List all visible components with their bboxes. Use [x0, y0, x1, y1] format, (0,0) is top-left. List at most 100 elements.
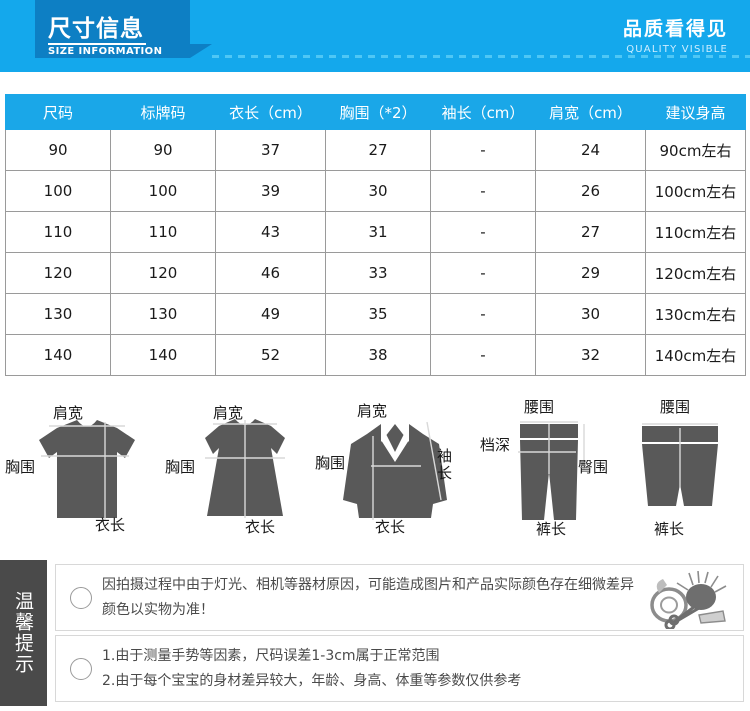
notice-measure-line1: 1.由于测量手势等因素，尺码误差1-3cm属于正常范围 [102, 648, 440, 664]
shorts-icon [642, 423, 718, 506]
dress-length-label: 衣长 [245, 518, 276, 536]
table-header-row: 尺码 标牌码 衣长（cm） 胸围（*2） 袖长（cm） 肩宽（cm） 建议身高 [5, 94, 746, 130]
notice-color-line2: 颜色以实物为准！ [102, 601, 214, 618]
garment-jacket: 肩宽 胸围 袖长 衣长 [315, 378, 480, 558]
column-header-bust: 胸围（*2） [325, 94, 431, 130]
cell-height: 130cm左右 [645, 293, 746, 335]
cell-bust: 31 [325, 211, 431, 253]
garment-dress: 肩宽 胸围 衣长 [165, 378, 315, 558]
banner-tagline-en: QUALITY VISIBLE [626, 44, 728, 55]
cell-shoulder: 30 [535, 293, 646, 335]
banner-title-en: SIZE INFORMATION [48, 46, 163, 57]
cell-shoulder: 27 [535, 211, 646, 253]
pants-hip-label: 臀围 [578, 458, 609, 476]
banner-title-underline [48, 43, 146, 45]
cell-bust: 33 [325, 252, 431, 294]
cell-tag-size: 110 [110, 211, 216, 253]
cell-tag-size: 130 [110, 293, 216, 335]
cell-shoulder: 24 [535, 129, 646, 171]
cell-shoulder: 32 [535, 334, 646, 376]
column-header-tag-size: 标牌码 [110, 94, 216, 130]
notice-color-text: 因拍摄过程中由于灯光、相机等器材原因，可能造成图片和产品实际颜色存在细微差异 颜… [102, 573, 634, 622]
table-row: 100 100 39 30 - 26 100cm左右 [5, 170, 746, 212]
garment-pants: 腰围 档深 臀围 裤长 [480, 378, 620, 558]
cell-height: 110cm左右 [645, 211, 746, 253]
cell-height: 90cm左右 [645, 129, 746, 171]
cell-tag-size: 120 [110, 252, 216, 294]
column-header-length: 衣长（cm） [215, 94, 326, 130]
dress-icon [205, 419, 285, 518]
cell-length: 43 [215, 211, 326, 253]
column-header-sleeve: 袖长（cm） [430, 94, 536, 130]
banner-ribbon [35, 0, 190, 58]
cell-sleeve: - [430, 334, 536, 376]
cell-height: 120cm左右 [645, 252, 746, 294]
cell-length: 52 [215, 334, 326, 376]
cell-size: 90 [5, 129, 111, 171]
shorts-length-label: 裤长 [654, 520, 685, 538]
cell-sleeve: - [430, 129, 536, 171]
table-row: 90 90 37 27 - 24 90cm左右 [5, 129, 746, 171]
cell-tag-size: 100 [110, 170, 216, 212]
cell-size: 120 [5, 252, 111, 294]
bullet-circle-icon [70, 586, 92, 609]
jacket-bust-label: 胸围 [315, 454, 346, 472]
jacket-icon [343, 421, 447, 520]
tshirt-length-label: 衣长 [95, 516, 126, 534]
notice-box-measurement: 1.由于测量手势等因素，尺码误差1-3cm属于正常范围 2.由于每个宝宝的身材差… [55, 635, 744, 702]
size-chart-table: 尺码 标牌码 衣长（cm） 胸围（*2） 袖长（cm） 肩宽（cm） 建议身高 … [5, 94, 746, 376]
jacket-length-label: 衣长 [375, 518, 406, 536]
banner-ribbon-notch [190, 44, 212, 58]
pants-waist-label: 腰围 [524, 398, 555, 416]
column-header-shoulder: 肩宽（cm） [535, 94, 646, 130]
table-row: 110 110 43 31 - 27 110cm左右 [5, 211, 746, 253]
pants-length-label: 裤长 [536, 520, 567, 538]
garment-diagrams: 肩宽 胸围 衣长 肩宽 胸围 衣长 肩宽 胸围 袖长 衣长 [5, 378, 745, 558]
cell-size: 140 [5, 334, 111, 376]
dress-shoulder-label: 肩宽 [213, 404, 244, 422]
cell-shoulder: 26 [535, 170, 646, 212]
cell-sleeve: - [430, 211, 536, 253]
notice-section: 温馨提示 因拍摄过程中由于灯光、相机等器材原因，可能造成图片和产品实际颜色存在细… [0, 560, 750, 706]
cell-bust: 35 [325, 293, 431, 335]
tshirt-bust-label: 胸围 [5, 458, 36, 476]
cell-sleeve: - [430, 252, 536, 294]
sewing-kit-icon [650, 571, 727, 629]
cell-length: 37 [215, 129, 326, 171]
tshirt-shoulder-label: 肩宽 [53, 404, 84, 422]
pants-icon [518, 421, 585, 520]
cell-bust: 38 [325, 334, 431, 376]
cell-height: 140cm左右 [645, 334, 746, 376]
cell-length: 39 [215, 170, 326, 212]
pants-rise-label: 档深 [480, 436, 511, 454]
column-header-height: 建议身高 [645, 94, 746, 130]
bullet-circle-icon [70, 657, 92, 680]
notice-tab-label: 温馨提示 [0, 560, 47, 706]
table-row: 130 130 49 35 - 30 130cm左右 [5, 293, 746, 335]
cell-height: 100cm左右 [645, 170, 746, 212]
cell-sleeve: - [430, 170, 536, 212]
cell-shoulder: 29 [535, 252, 646, 294]
cell-length: 46 [215, 252, 326, 294]
banner-spacer [0, 72, 750, 94]
cell-size: 100 [5, 170, 111, 212]
notice-body: 因拍摄过程中由于灯光、相机等器材原因，可能造成图片和产品实际颜色存在细微差异 颜… [47, 560, 750, 706]
cell-tag-size: 90 [110, 129, 216, 171]
cell-bust: 27 [325, 129, 431, 171]
dress-bust-label: 胸围 [165, 458, 196, 476]
banner-dashed-line [212, 55, 750, 58]
cell-size: 110 [5, 211, 111, 253]
tshirt-icon [39, 420, 135, 520]
cell-tag-size: 140 [110, 334, 216, 376]
cell-size: 130 [5, 293, 111, 335]
cell-length: 49 [215, 293, 326, 335]
jacket-sleeve-label: 袖长 [437, 447, 453, 483]
garment-tshirt: 肩宽 胸围 衣长 [5, 378, 165, 558]
banner-tagline-cn: 品质看得见 [622, 18, 728, 40]
cell-sleeve: - [430, 293, 536, 335]
notice-box-color: 因拍摄过程中由于灯光、相机等器材原因，可能造成图片和产品实际颜色存在细微差异 颜… [55, 564, 744, 631]
cell-bust: 30 [325, 170, 431, 212]
jacket-shoulder-label: 肩宽 [357, 402, 388, 420]
notice-measure-line2: 2.由于每个宝宝的身材差异较大，年龄、身高、体重等参数仅供参考 [102, 672, 522, 689]
table-row: 120 120 46 33 - 29 120cm左右 [5, 252, 746, 294]
